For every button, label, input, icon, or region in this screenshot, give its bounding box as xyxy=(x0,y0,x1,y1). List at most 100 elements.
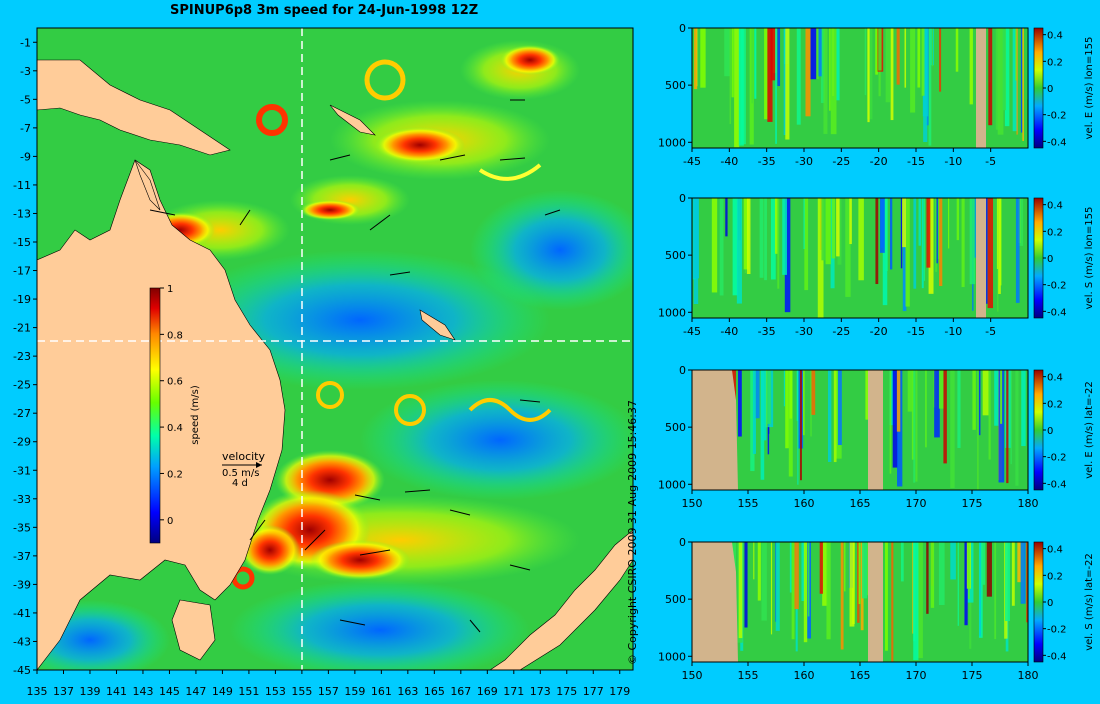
section-streak xyxy=(833,370,837,463)
section-streak xyxy=(803,198,805,250)
speed-colorbar-label: speed (m/s) xyxy=(190,385,201,445)
section-streak xyxy=(928,198,934,294)
section-streak xyxy=(738,370,742,437)
section-streak xyxy=(1010,370,1012,465)
section-streak xyxy=(751,28,753,104)
section-streak xyxy=(889,370,896,426)
section-land-mask xyxy=(976,198,986,318)
section-streak xyxy=(729,28,731,124)
section-streak xyxy=(964,542,968,626)
section-svg-vel-e-lat22: 150 155 160 165 170 175 180 0 500 1000 0.4 0.2 0 -0.2… xyxy=(658,364,1095,510)
section-streak xyxy=(767,28,773,122)
section-streak xyxy=(858,542,861,605)
section-streak xyxy=(819,542,823,594)
map-y-tick-label: -35 xyxy=(13,521,31,534)
speed-colorbar-tick-label: 0.6 xyxy=(167,377,183,388)
section-streak xyxy=(998,198,1001,294)
section-streak xyxy=(817,198,824,318)
section-colorbar-label: vel. E (m/s) lon=155 xyxy=(1084,37,1095,140)
section-streak xyxy=(892,370,898,468)
section-streak xyxy=(938,542,945,606)
section-x-tick-label: -5 xyxy=(985,155,996,168)
section-colorbar-tick-label: -0.2 xyxy=(1047,281,1067,292)
section-streak xyxy=(764,28,768,120)
section-streak xyxy=(928,28,932,146)
section-streak xyxy=(784,198,791,313)
section-streak xyxy=(911,370,915,460)
section-colorbar-tick-label: 0.4 xyxy=(1047,545,1063,556)
section-streak xyxy=(724,28,730,77)
section-streak xyxy=(861,542,868,599)
section-streak xyxy=(810,370,812,437)
map-y-tick-label: -7 xyxy=(20,122,31,135)
section-x-tick-label: 150 xyxy=(682,497,703,510)
map-frame xyxy=(36,27,634,671)
velocity-arrow xyxy=(304,529,326,551)
section-streak xyxy=(988,370,991,460)
speed-colorbar-tick-label: 0.4 xyxy=(167,423,183,434)
section-streak xyxy=(943,370,947,464)
section-streak xyxy=(857,542,860,623)
map-y-tick-label: -39 xyxy=(13,578,31,591)
section-streak xyxy=(821,198,826,261)
velocity-arrow xyxy=(249,519,266,541)
section-x-tick-label: -35 xyxy=(758,325,776,338)
land-solomon-islands xyxy=(329,104,376,136)
velocity-arrow xyxy=(339,619,366,626)
speed-colorbar-tick-label: 0.2 xyxy=(167,469,183,480)
section-streak xyxy=(889,370,892,474)
section-streak xyxy=(822,542,828,606)
map-x-tick-label: 165 xyxy=(424,685,445,698)
map-x-tick-label: 149 xyxy=(212,685,233,698)
section-streak xyxy=(764,198,767,281)
section-streak xyxy=(1015,370,1019,486)
section-streak xyxy=(913,370,916,483)
map-y-tick-label: -25 xyxy=(13,379,31,392)
velocity-arrow xyxy=(449,509,471,516)
section-x-tick-label: -45 xyxy=(683,155,701,168)
section-streak xyxy=(925,370,927,448)
map-y-tick-label: -21 xyxy=(13,322,31,335)
section-streak xyxy=(1015,28,1018,81)
land-new-caledonia xyxy=(419,309,456,341)
section-svg-vel-s-lat22: 150 155 160 165 170 175 180 0 500 1000 0.4 0.2 0 -0.2… xyxy=(658,536,1095,682)
section-colorbar-tick-label: 0 xyxy=(1047,84,1053,95)
section-streak xyxy=(838,370,842,446)
section-streak xyxy=(783,28,787,136)
section-streak xyxy=(880,198,885,253)
velocity-arrow xyxy=(239,209,251,226)
map-x-tick-label: 135 xyxy=(27,685,48,698)
ocean-hot-region xyxy=(300,200,360,220)
section-streak xyxy=(725,198,728,237)
section-y-tick-label: 0 xyxy=(679,192,686,205)
map-y-tick-label: -31 xyxy=(13,464,31,477)
section-colorbar-tick-label: 0.4 xyxy=(1047,201,1063,212)
section-y-tick-label: 1000 xyxy=(658,136,686,149)
velocity-arrow xyxy=(354,494,381,501)
section-streak xyxy=(845,198,851,297)
section-x-tick-label: 155 xyxy=(738,497,759,510)
eddy-ring xyxy=(394,394,426,426)
map-y-tick-label: -29 xyxy=(13,436,31,449)
section-streak xyxy=(917,542,923,659)
section-colorbar-tick-label: 0 xyxy=(1047,426,1053,437)
section-x-tick-label: 165 xyxy=(850,497,871,510)
section-streak xyxy=(1012,28,1018,132)
section-streak xyxy=(800,370,802,481)
section-x-tick-label: 160 xyxy=(794,497,815,510)
section-streak xyxy=(794,542,799,610)
section-streak xyxy=(1015,198,1020,303)
section-x-tick-label: 155 xyxy=(738,669,759,682)
map-x-tick-label: 151 xyxy=(238,685,259,698)
section-streak xyxy=(981,542,986,585)
section-x-tick-label: 180 xyxy=(1018,497,1039,510)
section-streak xyxy=(957,542,959,626)
section-streak xyxy=(918,198,921,246)
section-x-tick-label: -10 xyxy=(944,325,962,338)
section-streak xyxy=(1000,370,1003,424)
map-plot-area xyxy=(37,28,633,670)
speed-colorbar-tick-label: 1 xyxy=(167,284,173,295)
map-y-tick-label: -19 xyxy=(13,293,31,306)
section-panel-3: 150 155 160 165 170 175 180 0 500 1000 0.4 0.2 0 -0.2… xyxy=(640,360,1100,514)
eddy-ring xyxy=(364,59,406,101)
